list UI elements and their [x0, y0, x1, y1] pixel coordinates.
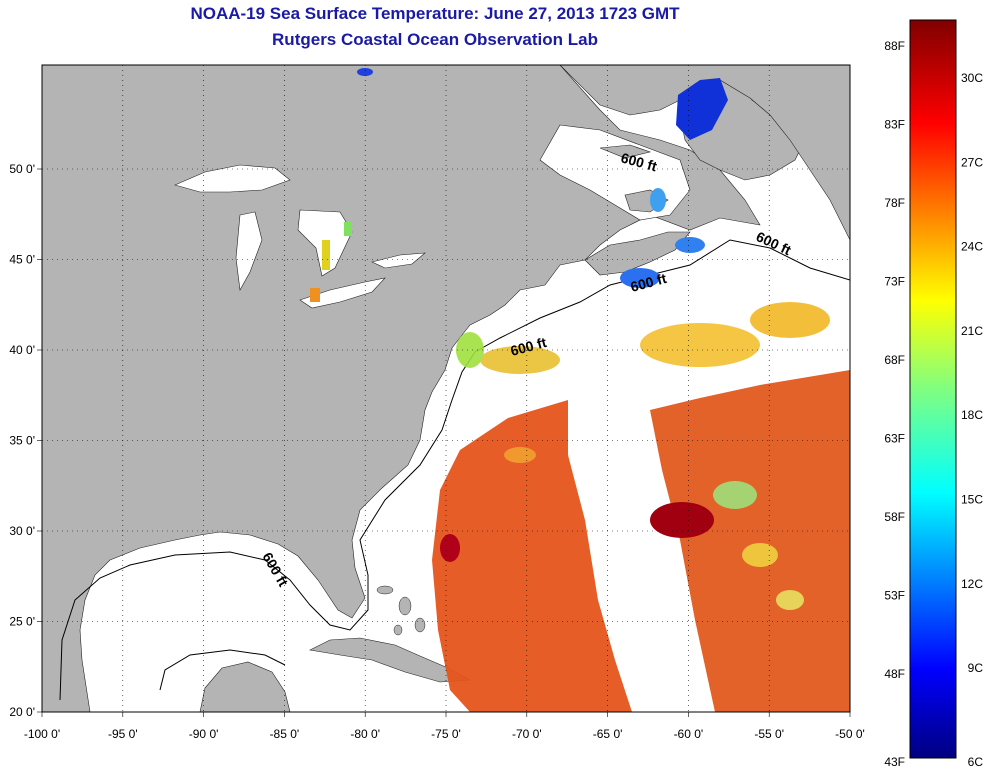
colorbar-f-label: 68F: [884, 353, 905, 367]
map-body: [42, 65, 850, 712]
lat-tick-label: 20 0': [9, 705, 35, 719]
colorbar-f-label: 78F: [884, 196, 905, 210]
lon-tick-label: -60 0': [674, 727, 704, 741]
colorbar-f-label: 63F: [884, 432, 905, 446]
colorbar-f-label: 43F: [884, 755, 905, 769]
colorbar-f-label: 53F: [884, 589, 905, 603]
sst-great-lakes: [310, 222, 352, 302]
lon-tick-label: -75 0': [431, 727, 461, 741]
colorbar-c-label: 12C: [961, 577, 983, 591]
lat-tick-label: 35 0': [9, 434, 35, 448]
lon-tick-label: -95 0': [108, 727, 138, 741]
labrador-land: [559, 65, 850, 241]
map-subtitle: Rutgers Coastal Ocean Observation Lab: [272, 30, 598, 49]
sst-hot-core-west: [440, 534, 460, 562]
colorbar-f-label: 83F: [884, 118, 905, 132]
colorbar-f-label: 58F: [884, 510, 905, 524]
sst-hot-core: [650, 502, 714, 538]
lat-tick-label: 25 0': [9, 615, 35, 629]
colorbar-c-label: 18C: [961, 408, 983, 422]
lat-tick-label: 40 0': [9, 343, 35, 357]
lon-tick-label: -55 0': [754, 727, 784, 741]
north-america-land: [42, 65, 761, 712]
yucatan-land: [199, 661, 291, 712]
lon-tick-label: -90 0': [189, 727, 219, 741]
colorbar-f-label: 48F: [884, 667, 905, 681]
colorbar-c-label: 30C: [961, 71, 983, 85]
lon-tick-label: -100 0': [24, 727, 60, 741]
sst-swath-west: [432, 400, 632, 712]
lon-tick-label: -65 0': [593, 727, 623, 741]
graticule: [37, 65, 851, 717]
colorbar-f-label: 73F: [884, 275, 905, 289]
colorbar-f-label: 88F: [884, 39, 905, 53]
lon-tick-label: -80 0': [350, 727, 380, 741]
colorbar-c-label: 6C: [968, 755, 984, 769]
lon-tick-label: -50 0': [835, 727, 865, 741]
latitude-labels: 20 0' 25 0' 30 0' 35 0' 40 0' 45 0' 50 0': [9, 162, 35, 719]
colorbar: [909, 19, 957, 759]
colorbar-c-label: 27C: [961, 155, 983, 169]
lon-tick-label: -70 0': [512, 727, 542, 741]
colorbar-c-label: 9C: [968, 661, 984, 675]
great-lakes: [174, 164, 426, 309]
lat-tick-label: 50 0': [9, 162, 35, 176]
sst-cool-patches: [456, 302, 830, 610]
colorbar-c-label: 15C: [961, 493, 983, 507]
bahamas-islands: [376, 585, 426, 636]
colorbar-fahrenheit-labels: 88F 83F 78F 73F 68F 63F 58F 53F 48F 43F: [884, 39, 905, 769]
gulf-shelf-contour: [159, 649, 286, 691]
colorbar-c-label: 24C: [961, 240, 983, 254]
sst-swath-east: [650, 370, 850, 712]
sst-cold-patches: [357, 68, 728, 288]
longitude-labels: -100 0' -95 0' -90 0' -85 0' -80 0' -75 0' -70…: [24, 727, 865, 741]
lon-tick-label: -85 0': [270, 727, 300, 741]
anticosti-island: [599, 144, 652, 159]
colorbar-c-label: 21C: [961, 324, 983, 338]
lat-tick-label: 45 0': [9, 253, 35, 267]
colorbar-celsius-labels: 30C 27C 24C 21C 18C 15C 12C 9C 6C: [961, 71, 983, 769]
map-title: NOAA-19 Sea Surface Temperature: June 27…: [190, 4, 680, 23]
lat-tick-label: 30 0': [9, 524, 35, 538]
